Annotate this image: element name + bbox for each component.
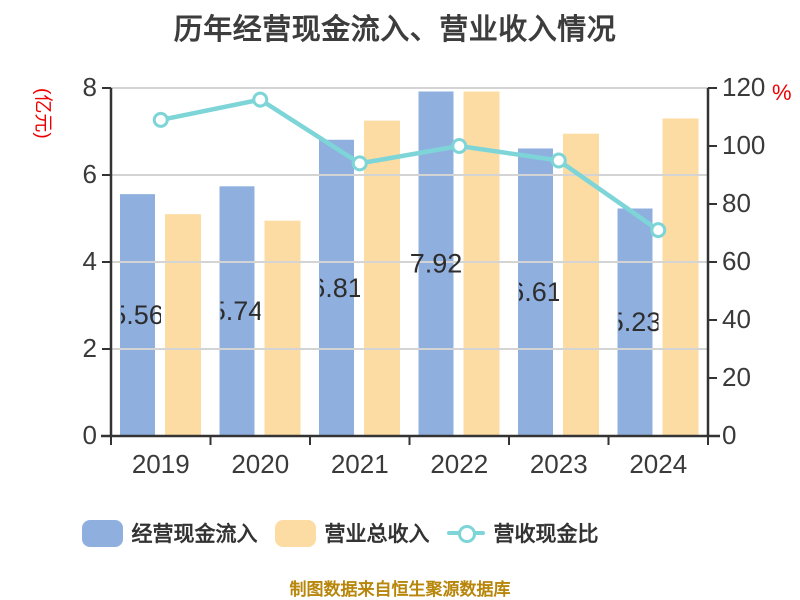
- cash-inflow-swatch: [81, 519, 123, 547]
- ratio-point-2019[interactable]: [152, 111, 169, 128]
- ratio-point-2021[interactable]: [351, 155, 368, 172]
- bar-value-label-2024: 5.23: [609, 307, 662, 337]
- legend-label-revenue: 营业总收入: [324, 523, 430, 546]
- ratio-point-2023[interactable]: [550, 152, 567, 169]
- left-tick-label-0: 0: [83, 420, 97, 450]
- x-label-2020: 2020: [231, 449, 289, 479]
- bar-cash-inflow-2023[interactable]: [518, 148, 553, 436]
- revenue-swatch: [274, 519, 316, 547]
- x-label-2021: 2021: [331, 449, 389, 479]
- bar-value-label-2022: 7.92: [410, 249, 463, 279]
- right-tick-label-80: 80: [722, 188, 751, 218]
- bar-revenue-2024[interactable]: [662, 118, 699, 436]
- legend-label-cash-inflow: 经营现金流入: [131, 523, 258, 546]
- legend-label-ratio: 营收现金比: [493, 523, 599, 546]
- legend-item-revenue[interactable]: 营业总收入: [274, 518, 430, 548]
- right-axis-unit-label: %: [772, 80, 792, 105]
- ratio-line: [158, 97, 661, 233]
- x-label-2022: 2022: [430, 449, 488, 479]
- bar-cash-inflow-2020[interactable]: [219, 186, 255, 436]
- left-axis-unit-label: (亿元): [32, 88, 53, 139]
- x-label-2019: 2019: [132, 449, 190, 479]
- left-tick-label-4: 4: [83, 246, 97, 276]
- right-tick-label-100: 100: [722, 130, 765, 160]
- left-tick-label-8: 8: [83, 72, 97, 102]
- bar-revenue-2021[interactable]: [364, 120, 400, 436]
- left-tick-label-6: 6: [83, 159, 97, 189]
- bar-revenue-2020[interactable]: [264, 220, 301, 436]
- right-tick-label-120: 120: [722, 72, 765, 102]
- bar-revenue-2022[interactable]: [463, 91, 500, 436]
- bar-value-label-2023: 6.61: [509, 277, 562, 307]
- x-label-2023: 2023: [530, 449, 588, 479]
- chart-legend: 经营现金流入 营业总收入 营收现金比: [0, 516, 680, 550]
- right-tick-label-40: 40: [722, 304, 751, 334]
- legend-item-ratio[interactable]: 营收现金比: [446, 518, 599, 548]
- bar-value-label-2020: 5.74: [211, 296, 264, 326]
- ratio-dot-icon: [457, 524, 476, 543]
- bar-value-label-2019: 5.56: [111, 300, 164, 330]
- bar-revenue-2019[interactable]: [165, 214, 201, 436]
- bar-revenue-2023[interactable]: [563, 133, 599, 437]
- ratio-line-swatch: [446, 520, 485, 547]
- ratio-point-2022[interactable]: [451, 138, 468, 154]
- bar-cash-inflow-2019[interactable]: [120, 194, 155, 436]
- bar-cash-inflow-2021[interactable]: [319, 139, 354, 436]
- chart-title: 历年经营现金流入、营业收入情况: [173, 14, 617, 46]
- right-tick-label-0: 0: [722, 420, 736, 450]
- bar-value-label-2021: 6.81: [310, 273, 363, 303]
- ratio-point-2020[interactable]: [252, 91, 269, 108]
- right-tick-label-60: 60: [722, 246, 751, 276]
- legend-item-cash-inflow[interactable]: 经营现金流入: [81, 518, 258, 548]
- x-label-2024: 2024: [629, 449, 687, 479]
- right-tick-label-20: 20: [722, 362, 751, 392]
- left-tick-label-2: 2: [83, 333, 97, 363]
- data-source-note: 制图数据来自恒生聚源数据库: [289, 580, 511, 599]
- bar-cash-inflow-2024[interactable]: [617, 208, 653, 436]
- ratio-point-2024[interactable]: [650, 222, 667, 239]
